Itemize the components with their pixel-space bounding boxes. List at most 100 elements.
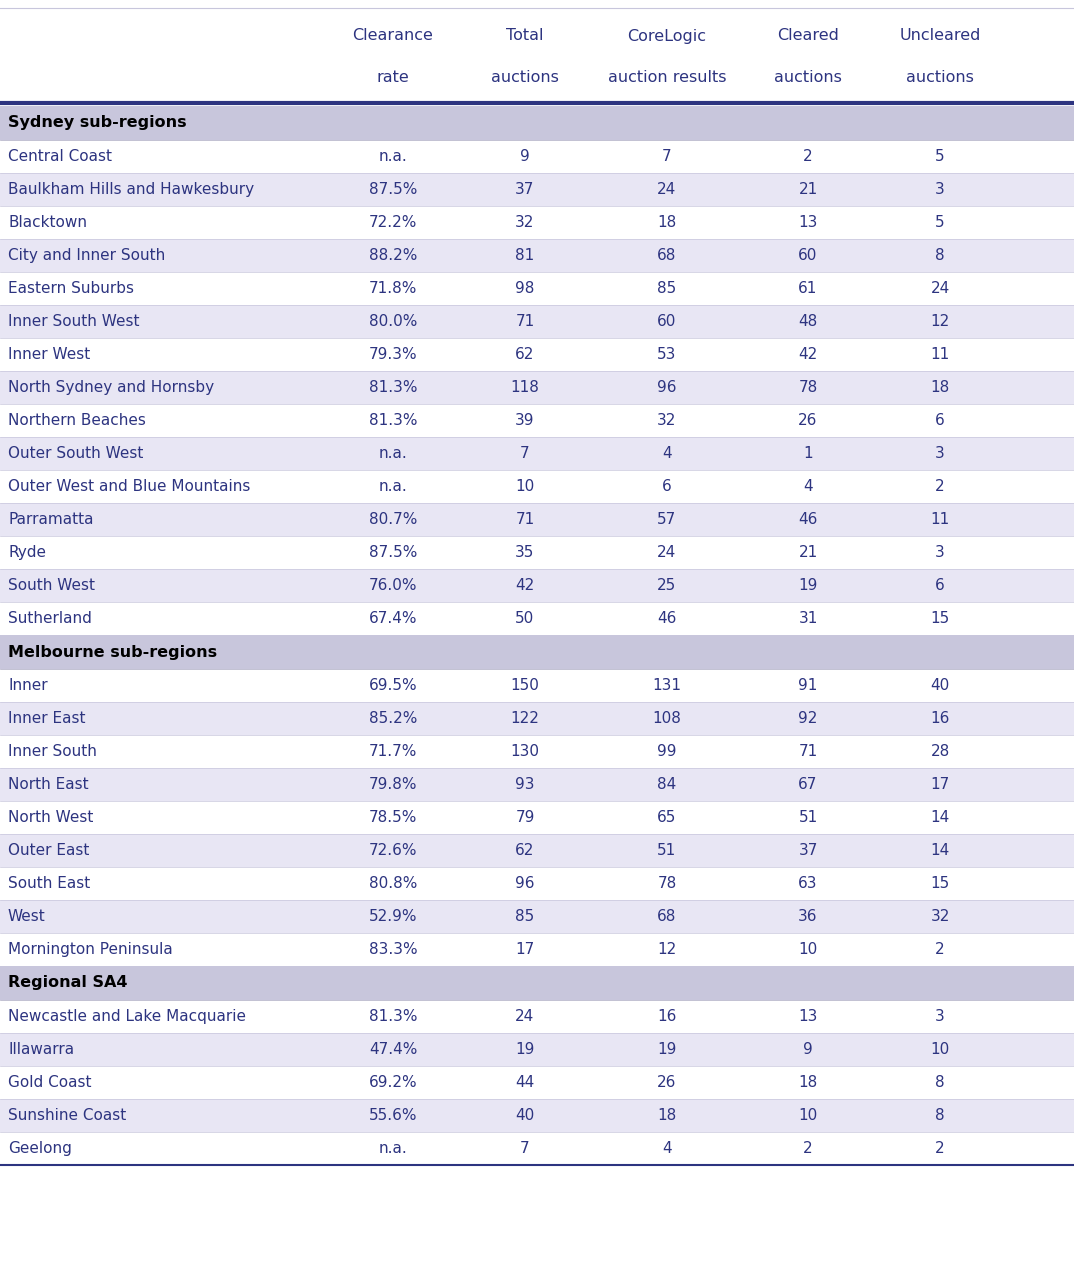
Text: 96: 96 — [657, 380, 677, 395]
Text: 55.6%: 55.6% — [368, 1109, 418, 1123]
Text: 67.4%: 67.4% — [368, 611, 418, 626]
Text: 26: 26 — [798, 413, 817, 429]
Text: 69.2%: 69.2% — [368, 1075, 418, 1091]
Text: 71: 71 — [516, 512, 535, 527]
Text: 48: 48 — [798, 314, 817, 328]
Text: 37: 37 — [798, 843, 817, 858]
Text: 6: 6 — [935, 579, 945, 593]
Text: City and Inner South: City and Inner South — [8, 248, 165, 263]
Bar — [0, 173, 1074, 207]
Text: 87.5%: 87.5% — [368, 545, 417, 559]
Text: 2: 2 — [803, 1141, 813, 1156]
Bar — [0, 207, 1074, 239]
Text: 79: 79 — [516, 810, 535, 825]
Text: 10: 10 — [798, 1109, 817, 1123]
Bar — [0, 933, 1074, 966]
Bar — [0, 438, 1074, 470]
Text: auction results: auction results — [608, 71, 726, 86]
Text: 40: 40 — [516, 1109, 535, 1123]
Text: Geelong: Geelong — [8, 1141, 72, 1156]
Bar — [0, 735, 1074, 769]
Text: 13: 13 — [798, 1008, 817, 1024]
Text: 93: 93 — [516, 777, 535, 792]
Text: 62: 62 — [516, 843, 535, 858]
Text: South East: South East — [8, 876, 90, 890]
Text: 68: 68 — [657, 248, 677, 263]
Text: 10: 10 — [930, 1042, 949, 1057]
Text: 62: 62 — [516, 346, 535, 362]
Text: 78: 78 — [798, 380, 817, 395]
Text: 9: 9 — [803, 1042, 813, 1057]
Bar — [0, 834, 1074, 867]
Text: Inner: Inner — [8, 677, 47, 693]
Text: 16: 16 — [930, 711, 949, 726]
Text: 24: 24 — [657, 182, 677, 198]
Text: 71.7%: 71.7% — [368, 744, 417, 760]
Text: 10: 10 — [516, 479, 535, 494]
Text: 25: 25 — [657, 579, 677, 593]
Text: 81.3%: 81.3% — [368, 380, 418, 395]
Text: 4: 4 — [803, 479, 813, 494]
Text: Sutherland: Sutherland — [8, 611, 92, 626]
Text: 65: 65 — [657, 810, 677, 825]
Text: 81.3%: 81.3% — [368, 413, 418, 429]
Text: 42: 42 — [798, 346, 817, 362]
Text: 5: 5 — [935, 216, 945, 230]
Text: 52.9%: 52.9% — [368, 908, 418, 924]
Text: 24: 24 — [516, 1008, 535, 1024]
Text: 80.0%: 80.0% — [368, 314, 417, 328]
Text: Blacktown: Blacktown — [8, 216, 87, 230]
Text: 63: 63 — [798, 876, 817, 890]
Text: 85.2%: 85.2% — [368, 711, 417, 726]
Text: 80.8%: 80.8% — [368, 876, 417, 890]
Text: 81.3%: 81.3% — [368, 1008, 418, 1024]
Text: 60: 60 — [798, 248, 817, 263]
Text: 4: 4 — [663, 1141, 672, 1156]
Text: 37: 37 — [516, 182, 535, 198]
Text: 85: 85 — [516, 908, 535, 924]
Text: 91: 91 — [798, 677, 817, 693]
Text: 71: 71 — [516, 314, 535, 328]
Text: Mornington Peninsula: Mornington Peninsula — [8, 942, 173, 957]
Text: CoreLogic: CoreLogic — [627, 28, 707, 44]
Text: Central Coast: Central Coast — [8, 149, 112, 164]
Text: 72.6%: 72.6% — [368, 843, 418, 858]
Text: 24: 24 — [657, 545, 677, 559]
Text: 42: 42 — [516, 579, 535, 593]
Bar — [0, 371, 1074, 404]
Text: 118: 118 — [510, 380, 539, 395]
Text: 51: 51 — [657, 843, 677, 858]
Text: 9: 9 — [520, 149, 529, 164]
Text: Outer South West: Outer South West — [8, 446, 143, 461]
Bar — [0, 536, 1074, 568]
Text: 6: 6 — [935, 413, 945, 429]
Text: n.a.: n.a. — [379, 149, 407, 164]
Text: 2: 2 — [803, 149, 813, 164]
Text: 18: 18 — [930, 380, 949, 395]
Bar — [0, 1066, 1074, 1100]
Bar — [0, 635, 1074, 668]
Bar — [0, 8, 1074, 103]
Bar — [0, 272, 1074, 305]
Text: 130: 130 — [510, 744, 539, 760]
Text: 72.2%: 72.2% — [368, 216, 417, 230]
Text: 3: 3 — [935, 182, 945, 198]
Text: 85: 85 — [657, 281, 677, 296]
Text: Total: Total — [506, 28, 543, 44]
Text: 12: 12 — [930, 314, 949, 328]
Text: North Sydney and Hornsby: North Sydney and Hornsby — [8, 380, 214, 395]
Bar — [0, 966, 1074, 999]
Text: 17: 17 — [516, 942, 535, 957]
Text: 31: 31 — [798, 611, 817, 626]
Text: 14: 14 — [930, 810, 949, 825]
Text: 8: 8 — [935, 248, 945, 263]
Text: 3: 3 — [935, 1008, 945, 1024]
Text: North East: North East — [8, 777, 89, 792]
Text: 80.7%: 80.7% — [368, 512, 417, 527]
Text: Uncleared: Uncleared — [899, 28, 981, 44]
Text: Regional SA4: Regional SA4 — [8, 975, 128, 990]
Bar — [0, 899, 1074, 933]
Text: 78.5%: 78.5% — [368, 810, 417, 825]
Bar — [0, 470, 1074, 503]
Text: Newcastle and Lake Macquarie: Newcastle and Lake Macquarie — [8, 1008, 246, 1024]
